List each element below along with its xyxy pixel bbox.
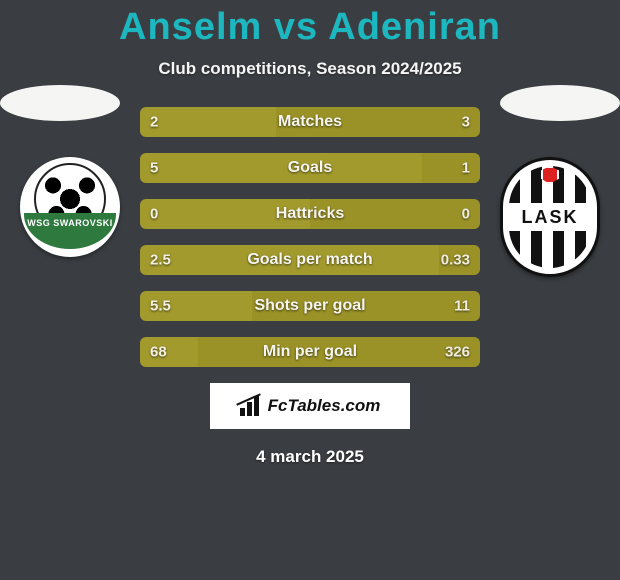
attribution-badge: FcTables.com xyxy=(210,383,410,429)
comparison-bar: Min per goal 68 326 xyxy=(140,337,480,367)
bar-left-value: 5 xyxy=(150,160,158,177)
right-player-ellipse xyxy=(500,85,620,121)
bar-left-value: 5.5 xyxy=(150,298,171,315)
comparison-date: 4 march 2025 xyxy=(0,447,620,467)
bar-metric-label: Goals per match xyxy=(247,251,372,269)
left-crest-text: WSG SWAROVSKI xyxy=(24,213,116,249)
bar-left-value: 2 xyxy=(150,114,158,131)
bar-left-value: 68 xyxy=(150,344,167,361)
bar-metric-label: Goals xyxy=(288,159,332,177)
comparison-bar: Goals 5 1 xyxy=(140,153,480,183)
bar-left-value: 0 xyxy=(150,206,158,223)
bar-metric-label: Shots per goal xyxy=(254,297,365,315)
page-title: Anselm vs Adeniran xyxy=(0,0,620,49)
bar-metric-label: Matches xyxy=(278,113,342,131)
bar-right-value: 326 xyxy=(445,344,470,361)
bar-right-value: 0.33 xyxy=(441,252,470,269)
attribution-text: FcTables.com xyxy=(268,396,381,416)
bar-right-value: 1 xyxy=(462,160,470,177)
bar-metric-label: Hattricks xyxy=(276,205,344,223)
left-club-crest: WSG SWAROVSKI xyxy=(20,157,120,257)
bar-right-value: 0 xyxy=(462,206,470,223)
bar-chart-icon xyxy=(240,396,262,416)
bar-left-fill xyxy=(140,337,198,367)
subtitle: Club competitions, Season 2024/2025 xyxy=(0,59,620,79)
bar-left-fill xyxy=(140,153,422,183)
comparison-bar: Hattricks 0 0 xyxy=(140,199,480,229)
bar-left-fill xyxy=(140,107,276,137)
comparison-bars: Matches 2 3 Goals 5 1 Hattricks 0 0 Goals per mat… xyxy=(140,107,480,367)
right-club-crest: LASK xyxy=(500,157,600,257)
bar-left-value: 2.5 xyxy=(150,252,171,269)
bar-right-value: 11 xyxy=(454,298,470,315)
bar-metric-label: Min per goal xyxy=(263,343,357,361)
comparison-bar: Goals per match 2.5 0.33 xyxy=(140,245,480,275)
left-player-ellipse xyxy=(0,85,120,121)
comparison-bar: Shots per goal 5.5 11 xyxy=(140,291,480,321)
comparison-bar: Matches 2 3 xyxy=(140,107,480,137)
bar-right-value: 3 xyxy=(462,114,470,131)
comparison-area: WSG SWAROVSKI LASK Matches 2 3 Goals 5 1 Hattr… xyxy=(0,107,620,467)
bar-right-fill xyxy=(422,153,480,183)
right-crest-text: LASK xyxy=(509,203,591,231)
